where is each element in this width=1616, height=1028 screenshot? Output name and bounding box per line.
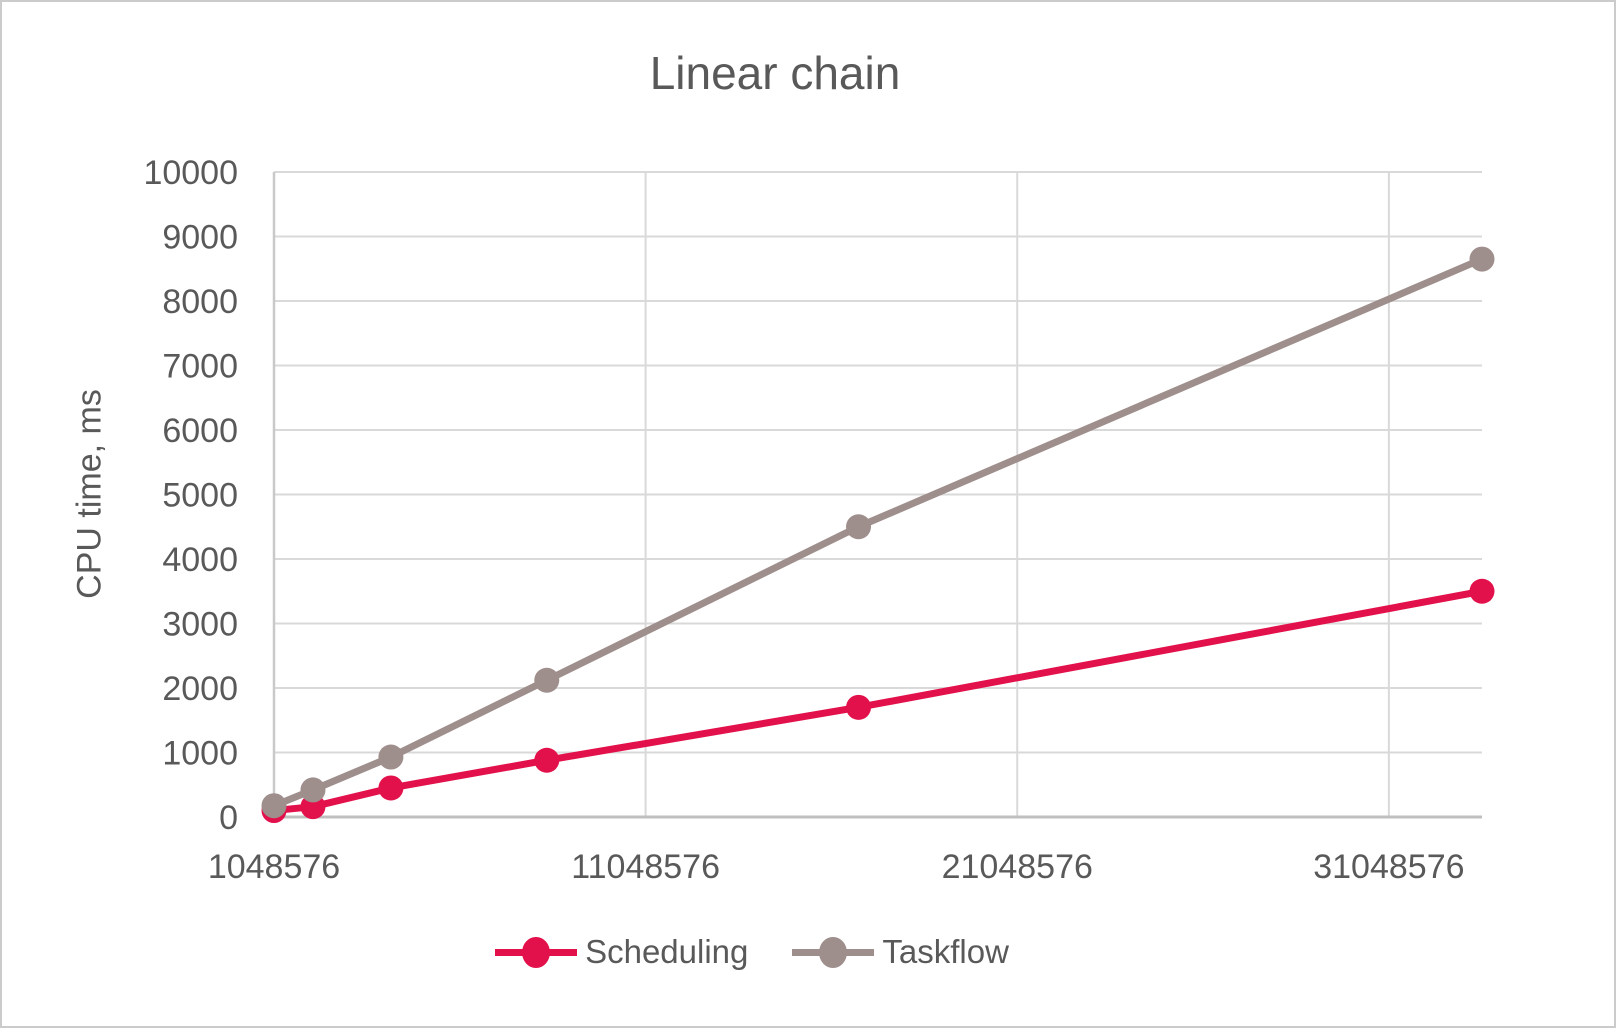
chart-title: Linear chain — [649, 47, 901, 99]
data-point-scheduling — [1469, 578, 1495, 604]
x-tick-label: 21048576 — [942, 848, 1093, 886]
legend-marker-icon — [495, 935, 578, 969]
y-tick-label: 5000 — [162, 476, 238, 514]
data-point-scheduling — [534, 747, 560, 773]
legend-label: Scheduling — [585, 933, 749, 970]
y-tick-label: 4000 — [162, 541, 238, 579]
data-point-scheduling — [846, 694, 872, 720]
x-tick-label: 31048576 — [1313, 848, 1464, 886]
x-tick-label: 1048576 — [208, 848, 340, 886]
data-point-taskflow — [1469, 246, 1495, 272]
x-tick-label: 11048576 — [571, 848, 720, 886]
data-point-taskflow — [846, 514, 872, 540]
y-tick-label: 7000 — [162, 347, 238, 385]
y-tick-label: 3000 — [162, 605, 238, 643]
legend-item-scheduling: Scheduling — [495, 933, 748, 971]
data-point-taskflow — [378, 744, 404, 770]
data-point-scheduling — [378, 775, 404, 801]
y-tick-label: 10000 — [143, 154, 238, 192]
legend-item-taskflow: Taskflow — [792, 933, 1009, 971]
y-tick-label: 0 — [219, 799, 238, 837]
y-tick-label: 8000 — [162, 283, 238, 321]
y-tick-label: 9000 — [162, 218, 238, 256]
data-point-taskflow — [300, 777, 326, 803]
y-tick-label: 2000 — [162, 670, 238, 708]
series-line-taskflow — [270, 255, 1486, 810]
legend-marker-icon — [792, 935, 875, 969]
legend-label: Taskflow — [882, 933, 1009, 970]
y-tick-label: 1000 — [162, 734, 238, 772]
data-point-taskflow — [534, 667, 560, 693]
legend: Scheduling Taskflow — [2, 933, 1502, 971]
y-tick-label: 6000 — [162, 412, 238, 450]
data-point-taskflow — [261, 793, 287, 819]
